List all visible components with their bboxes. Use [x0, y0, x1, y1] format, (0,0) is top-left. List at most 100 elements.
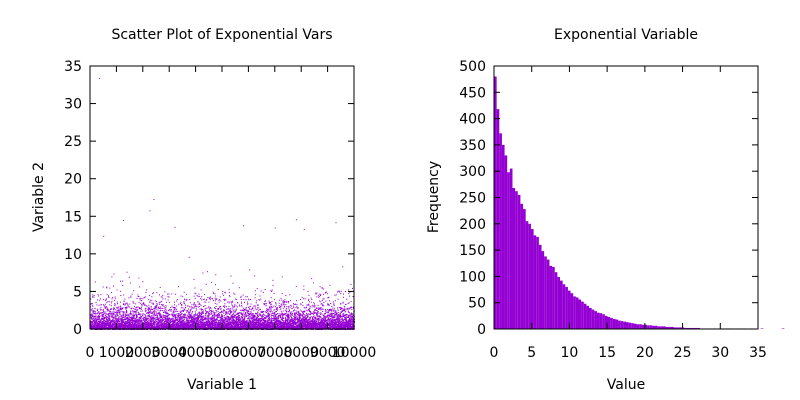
scatter-point [107, 307, 109, 309]
scatter-point [158, 313, 160, 315]
scatter-point [124, 316, 126, 318]
scatter-point [114, 322, 116, 324]
scatter-point [123, 312, 125, 314]
scatter-point [139, 307, 141, 309]
scatter-point [206, 318, 208, 319]
scatter-point [136, 323, 137, 325]
scatter-point [187, 311, 189, 312]
scatter-point [146, 322, 148, 324]
scatter-point [145, 327, 147, 329]
scatter-point [120, 326, 122, 328]
scatter-point [152, 312, 154, 313]
scatter-point [146, 325, 148, 327]
scatter-point [204, 319, 205, 321]
scatter-point [136, 311, 138, 313]
scatter-point [201, 313, 203, 314]
scatter-point [162, 320, 164, 322]
scatter-point [174, 301, 175, 303]
scatter-point [165, 317, 167, 319]
scatter-point [165, 327, 167, 329]
scatter-point [196, 325, 198, 327]
scatter-point [221, 320, 223, 321]
scatter-point [211, 316, 213, 318]
scatter-point [162, 298, 164, 300]
scatter-point [199, 308, 201, 310]
scatter-point [179, 326, 181, 328]
scatter-point [104, 299, 106, 301]
scatter-point [186, 299, 188, 301]
scatter-point [172, 322, 173, 324]
scatter-point [137, 322, 139, 324]
scatter-point [213, 321, 215, 323]
scatter-point [125, 311, 127, 312]
scatter-point [193, 304, 194, 306]
scatter-point [129, 313, 131, 315]
scatter-point [126, 314, 128, 316]
scatter-point [203, 301, 205, 303]
scatter-point [197, 320, 199, 322]
scatter-point [186, 315, 188, 317]
scatter-point [114, 321, 116, 323]
scatter-point [93, 319, 95, 321]
scatter-point [196, 313, 198, 315]
scatter-point [176, 323, 177, 324]
scatter-point [100, 321, 102, 322]
scatter-point [122, 310, 124, 312]
scatter-point [212, 315, 214, 317]
scatter-point [135, 306, 137, 308]
scatter-point [133, 311, 135, 313]
scatter-point [133, 325, 135, 327]
scatter-point [152, 323, 154, 324]
scatter-point [156, 292, 158, 294]
scatter-point [111, 312, 113, 314]
scatter-point [159, 325, 161, 326]
scatter-point [167, 323, 169, 325]
scatter-point [112, 322, 114, 324]
scatter-point [188, 322, 190, 324]
scatter-point [172, 314, 174, 316]
scatter-point [212, 291, 214, 293]
scatter-point [172, 316, 174, 318]
scatter-point [204, 315, 206, 317]
scatter-point [166, 321, 168, 323]
scatter-point [126, 310, 128, 312]
scatter-point [165, 316, 167, 317]
scatter-point [141, 320, 143, 322]
scatter-point [123, 313, 125, 315]
scatter-point [174, 309, 176, 311]
scatter-point [160, 319, 162, 320]
scatter-point [146, 323, 148, 325]
scatter-point [139, 316, 141, 318]
scatter-point [201, 317, 203, 319]
scatter-point [189, 313, 191, 315]
scatter-point [134, 319, 136, 321]
scatter-point [168, 321, 170, 323]
scatter-point [120, 295, 122, 296]
scatter-point [177, 316, 179, 318]
scatter-point [131, 326, 133, 328]
scatter-point [148, 313, 150, 315]
scatter-point [210, 325, 212, 327]
scatter-point [124, 327, 126, 329]
scatter-point [122, 322, 124, 324]
scatter-point [96, 315, 98, 317]
scatter-point [122, 307, 124, 309]
scatter-point [174, 325, 176, 327]
scatter-point [112, 317, 114, 319]
scatter-point [179, 316, 181, 318]
scatter-point [149, 294, 151, 296]
scatter-point [164, 323, 166, 325]
scatter-point [157, 318, 159, 320]
scatter-point [165, 305, 167, 306]
scatter-point [113, 309, 115, 311]
scatter-point [110, 308, 112, 310]
scatter-point [135, 318, 137, 320]
scatter-point [131, 321, 133, 323]
scatter-point [174, 322, 176, 323]
scatter-point [110, 322, 112, 324]
scatter-point [112, 296, 114, 298]
scatter-point [100, 304, 102, 306]
scatter-point [189, 324, 191, 325]
scatter-point [195, 324, 197, 326]
scatter-point [147, 309, 149, 310]
